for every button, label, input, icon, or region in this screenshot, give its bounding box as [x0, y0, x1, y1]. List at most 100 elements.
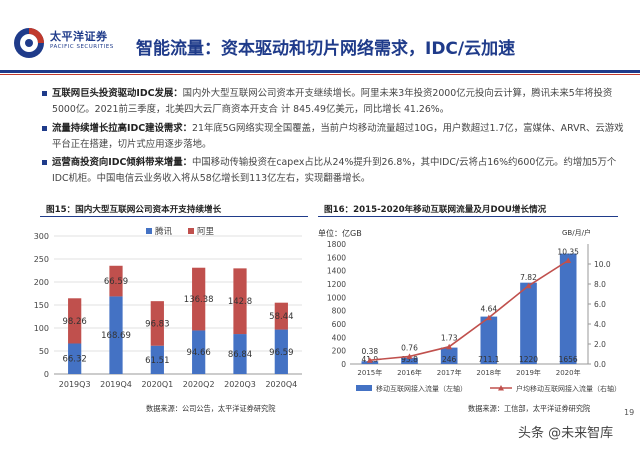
capex-stacked-bar-chart: 0 50 100 150 200 250 300 66.32 98.26 2019Q3 168.69… — [34, 226, 302, 389]
legend-swatch — [188, 228, 194, 234]
data-label: 58.44 — [269, 312, 293, 322]
fig16-rule — [318, 216, 618, 217]
bar-segment — [274, 329, 288, 374]
legend-label: 移动互联网接入流量（左轴） — [376, 384, 467, 393]
fig16-right-unit: GB/月/户 — [562, 229, 591, 237]
data-label: 98.26 — [62, 317, 86, 327]
y-left-tick-label: 1600 — [327, 253, 346, 262]
line-data-label: 10.35 — [557, 248, 579, 257]
bar-segment — [233, 334, 247, 374]
legend-label: 腾讯 — [155, 226, 173, 237]
fig15-source: 数据来源：公司公告，太平洋证券研究院 — [146, 404, 276, 413]
legend-swatch — [146, 228, 152, 234]
logo-name-cn: 太平洋证券 — [50, 30, 108, 43]
line-point — [446, 343, 453, 350]
x-tick-label: 2018年 — [476, 368, 501, 377]
watermark: 头条 @未来智库 — [518, 426, 614, 441]
y-left-tick-label: 600 — [332, 320, 347, 329]
data-label: 94.66 — [186, 348, 210, 358]
bullet-item: 流量持续增长拉高IDC建设需求：21年底5G网络实现全国覆盖，当前户均移动流量超… — [42, 121, 627, 154]
y-left-tick-label: 1400 — [327, 267, 346, 276]
bar-segment — [68, 298, 82, 344]
data-label: 168.69 — [101, 331, 131, 341]
y-left-tick-label: 1800 — [327, 240, 346, 249]
fig15-rule — [40, 216, 308, 217]
bullet-heading: 互联网巨头投资驱动IDC发展： — [52, 88, 183, 99]
bar-segment — [109, 265, 123, 297]
line-point — [525, 282, 532, 289]
line-data-label: 0.76 — [401, 343, 418, 352]
x-tick-label: 2019Q3 — [59, 380, 91, 389]
bullet-text: 21年底5G网络实现全国覆盖，当前户均移动流量超过10G，用户数超过1.7亿，富… — [52, 122, 624, 150]
bar-data-label: 246 — [442, 355, 457, 364]
bar — [480, 316, 498, 364]
y-left-tick-label: 200 — [332, 347, 347, 356]
data-label: 96.83 — [145, 319, 169, 329]
line-point — [406, 353, 413, 359]
legend-label: 阿里 — [197, 227, 215, 237]
header-divider — [0, 70, 640, 73]
bar — [401, 357, 418, 364]
bar-segment — [274, 302, 288, 330]
y-right-tick-label: 2.0 — [594, 340, 606, 349]
data-label: 96.59 — [269, 348, 293, 358]
bar-data-label: 1656 — [559, 355, 578, 364]
line-data-label: 4.64 — [480, 305, 497, 314]
y-left-tick-label: 1200 — [327, 280, 346, 289]
bullet-list: 互联网巨头投资驱动IDC发展：国内外大型互联网公司资本开支继续增长。阿里未来3年… — [42, 86, 627, 190]
line-point — [565, 257, 572, 263]
y-tick-label: 300 — [34, 232, 49, 241]
line-point — [366, 357, 373, 363]
bar-segment — [192, 330, 206, 374]
page-title: 智能流量：资本驱动和切片网络需求，IDC/云加速 — [136, 39, 516, 59]
x-tick-label: 2020Q4 — [265, 380, 297, 389]
x-tick-label: 2020Q1 — [141, 380, 173, 389]
page-number: 19 — [624, 408, 635, 417]
y-tick-label: 200 — [34, 278, 49, 287]
legend-marker — [498, 385, 504, 391]
line-series — [369, 259, 569, 361]
x-tick-label: 2019Q4 — [100, 380, 132, 389]
bar-segment — [150, 301, 164, 346]
legend-swatch — [356, 385, 372, 391]
x-tick-label: 2020年 — [556, 368, 581, 377]
data-label: 86.84 — [228, 350, 252, 360]
traffic-bar-line-chart: 0 200 400 600 800 1000 1200 1400 1600 1800 0.0 2.0 4… — [327, 240, 621, 393]
y-right-tick-label: 8.0 — [594, 280, 606, 289]
data-label: 66.32 — [62, 355, 86, 365]
y-tick-label: 50 — [39, 347, 49, 356]
line-data-label: 7.82 — [520, 273, 537, 282]
logo-name-en: PACIFIC SECURITIES — [50, 44, 114, 50]
bar — [440, 347, 458, 364]
y-right-tick-label: 4.0 — [594, 320, 606, 329]
fig16-title: 图16：2015-2020年移动互联网流量及月DOU增长情况 — [324, 205, 547, 215]
bar — [559, 253, 577, 364]
bar-segment — [68, 343, 82, 374]
bar-segment — [109, 296, 123, 374]
bar-segment — [192, 267, 206, 331]
data-label: 66.59 — [104, 277, 128, 287]
x-tick-label: 2016年 — [397, 368, 422, 377]
x-tick-label: 2017年 — [437, 368, 462, 377]
y-right-tick-label: 6.0 — [594, 300, 606, 309]
fig16-source: 数据来源：工信部，太平洋证券研究院 — [468, 404, 591, 413]
y-tick-label: 250 — [34, 255, 49, 264]
line-point — [485, 314, 492, 321]
y-tick-label: 0 — [44, 370, 49, 379]
y-right-tick-label: 0.0 — [594, 360, 606, 369]
bullet-heading: 运营商投资向IDC倾斜带来增量： — [52, 157, 193, 169]
data-label: 61.51 — [145, 356, 169, 366]
bar — [520, 282, 537, 364]
x-tick-label: 2015年 — [357, 368, 382, 377]
y-tick-label: 150 — [34, 301, 49, 310]
bullet-heading: 流量持续增长拉高IDC建设需求： — [52, 122, 193, 134]
data-label: 142.8 — [228, 297, 252, 307]
bullet-text: 国内外大型互联网公司资本开支继续增长。阿里未来3年投资2000亿元投向云计算，腾… — [52, 88, 613, 116]
data-label: 136.38 — [184, 295, 214, 305]
y-left-tick-label: 0 — [341, 360, 346, 369]
header-divider-accent — [0, 74, 640, 75]
bullet-item: 运营商投资向IDC倾斜带来增量：中国移动传输投资在capex占比从24%提升到2… — [42, 155, 627, 188]
bar-segment — [233, 268, 247, 335]
bar-data-label: 1220 — [519, 355, 538, 364]
bar-data-label: 93.8 — [401, 355, 418, 364]
